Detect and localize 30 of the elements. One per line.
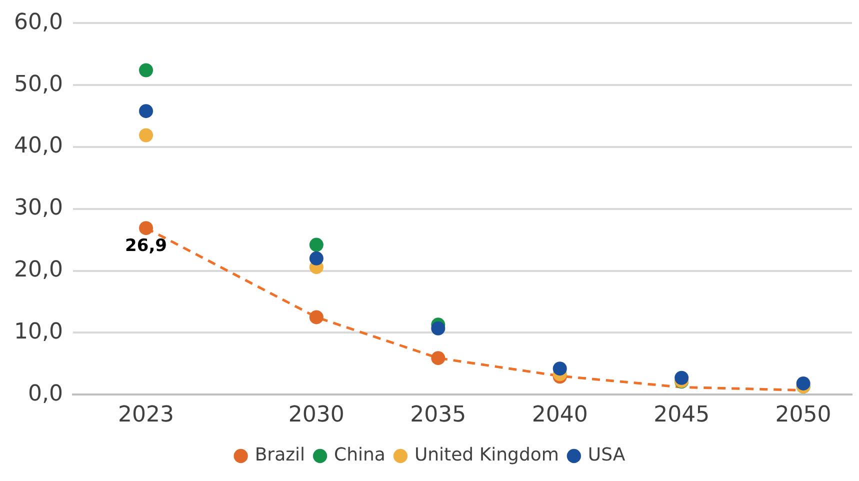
y-tick-label: 40,0 — [14, 134, 63, 159]
data-label: 26,9 — [125, 236, 167, 256]
x-tick-label: 2030 — [288, 402, 344, 428]
legend-label: China — [334, 444, 386, 466]
legend-label: United Kingdom — [414, 444, 559, 466]
y-tick-label: 50,0 — [14, 72, 63, 97]
y-tick-label: 30,0 — [14, 196, 63, 221]
point — [431, 351, 446, 366]
x-tick-label: 2035 — [410, 402, 466, 428]
point — [309, 251, 324, 266]
y-tick-label: 20,0 — [14, 258, 63, 283]
x-tick-label: 2045 — [654, 402, 710, 428]
x-tick-label: 2050 — [775, 402, 832, 428]
point — [139, 104, 154, 118]
y-tick-label: 60,0 — [14, 10, 63, 35]
point — [552, 362, 567, 376]
legend-label: USA — [588, 444, 626, 466]
legend-label: Brazil — [254, 444, 306, 466]
point — [674, 370, 689, 385]
point — [139, 63, 154, 78]
y-tick-label: 10,0 — [14, 319, 63, 344]
point — [309, 310, 324, 324]
point — [139, 128, 154, 142]
point — [431, 321, 446, 336]
point — [309, 238, 324, 252]
point — [139, 221, 154, 236]
x-tick-label: 2040 — [532, 402, 588, 428]
x-tick-label: 2023 — [118, 402, 174, 428]
y-tick-label: 0,0 — [28, 381, 63, 406]
point — [796, 376, 810, 390]
